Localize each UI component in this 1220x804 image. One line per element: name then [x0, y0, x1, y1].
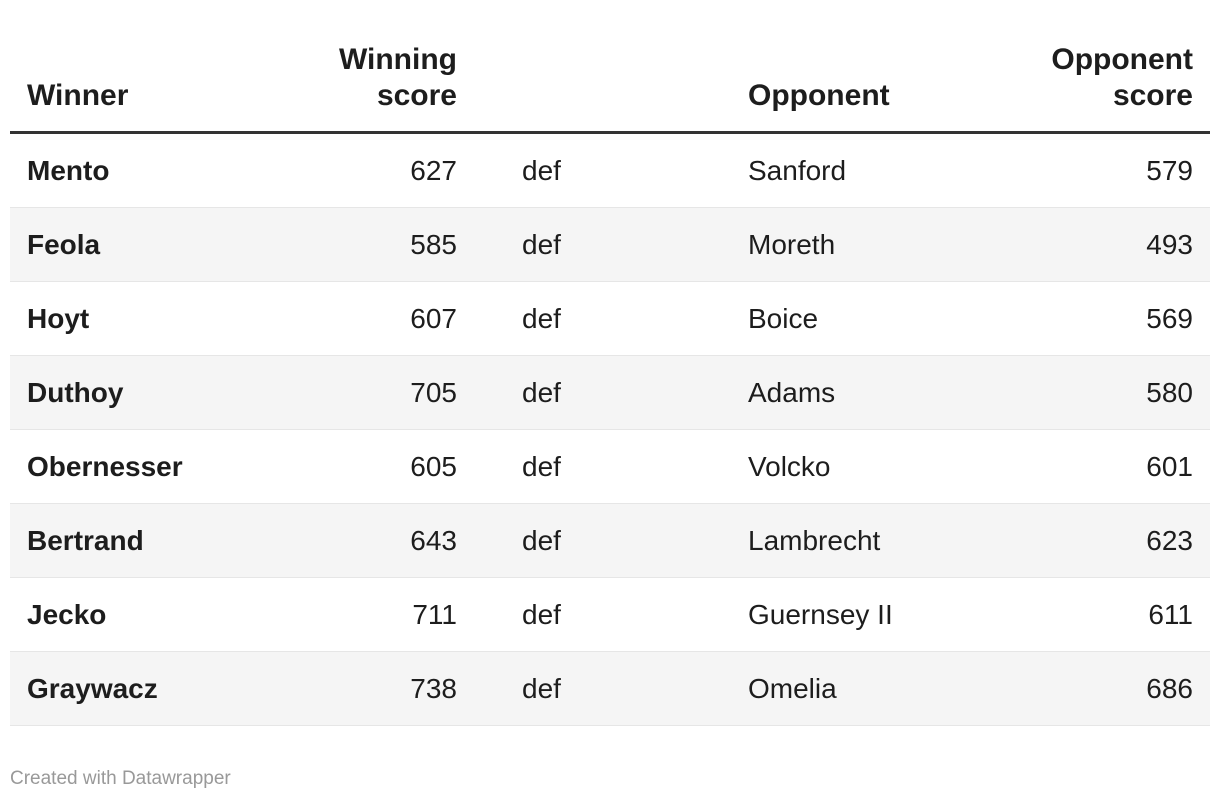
results-table: Winner Winning score Opponent Opponent s…: [10, 0, 1210, 726]
winning-score-cell: 585: [327, 207, 467, 282]
opponent-cell: Moreth: [737, 207, 980, 282]
header-row: Winner Winning score Opponent Opponent s…: [10, 0, 1210, 134]
attribution-footer: Created with Datawrapper: [10, 767, 1210, 791]
opponent-score-cell: 623: [980, 503, 1210, 578]
opponent-score-cell: 580: [980, 355, 1210, 430]
column-header-def: [467, 0, 737, 134]
winner-cell: Mento: [10, 132, 327, 208]
opponent-score-cell: 601: [980, 429, 1210, 504]
datawrapper-table-container: Winner Winning score Opponent Opponent s…: [10, 0, 1210, 726]
table-row: Hoyt 607 def Boice 569: [10, 281, 1210, 356]
opponent-score-cell: 686: [980, 651, 1210, 726]
winner-cell: Feola: [10, 207, 327, 282]
opponent-score-cell: 579: [980, 132, 1210, 208]
def-cell: def: [467, 207, 737, 282]
winning-score-cell: 643: [327, 503, 467, 578]
opponent-score-cell: 493: [980, 207, 1210, 282]
table-row: Jecko 711 def Guernsey II 611: [10, 577, 1210, 652]
table-row: Duthoy 705 def Adams 580: [10, 355, 1210, 430]
def-cell: def: [467, 281, 737, 356]
winning-score-cell: 605: [327, 429, 467, 504]
opponent-cell: Boice: [737, 281, 980, 356]
table-row: Mento 627 def Sanford 579: [10, 132, 1210, 208]
def-cell: def: [467, 577, 737, 652]
column-header-winning-score: Winning score: [327, 0, 467, 134]
winner-cell: Hoyt: [10, 281, 327, 356]
column-header-opponent: Opponent: [737, 0, 980, 134]
column-header-winner: Winner: [10, 0, 327, 134]
winning-score-cell: 607: [327, 281, 467, 356]
winner-cell: Duthoy: [10, 355, 327, 430]
winner-cell: Obernesser: [10, 429, 327, 504]
table-row: Obernesser 605 def Volcko 601: [10, 429, 1210, 504]
def-cell: def: [467, 503, 737, 578]
def-cell: def: [467, 651, 737, 726]
table-body: Mento 627 def Sanford 579 Feola 585 def …: [10, 132, 1210, 726]
def-cell: def: [467, 429, 737, 504]
datawrapper-credit-link[interactable]: Created with Datawrapper: [10, 768, 231, 789]
table-row: Graywacz 738 def Omelia 686: [10, 651, 1210, 726]
column-header-opponent-score: Opponent score: [980, 0, 1210, 134]
table-row: Feola 585 def Moreth 493: [10, 207, 1210, 282]
winner-cell: Jecko: [10, 577, 327, 652]
winning-score-cell: 711: [327, 577, 467, 652]
opponent-cell: Adams: [737, 355, 980, 430]
table-row: Bertrand 643 def Lambrecht 623: [10, 503, 1210, 578]
opponent-cell: Volcko: [737, 429, 980, 504]
opponent-cell: Guernsey II: [737, 577, 980, 652]
opponent-score-cell: 569: [980, 281, 1210, 356]
winning-score-cell: 705: [327, 355, 467, 430]
winner-cell: Bertrand: [10, 503, 327, 578]
opponent-cell: Lambrecht: [737, 503, 980, 578]
winning-score-cell: 627: [327, 132, 467, 208]
opponent-cell: Omelia: [737, 651, 980, 726]
def-cell: def: [467, 355, 737, 430]
winner-cell: Graywacz: [10, 651, 327, 726]
table-header: Winner Winning score Opponent Opponent s…: [10, 0, 1210, 134]
winning-score-cell: 738: [327, 651, 467, 726]
def-cell: def: [467, 132, 737, 208]
opponent-score-cell: 611: [980, 577, 1210, 652]
opponent-cell: Sanford: [737, 132, 980, 208]
